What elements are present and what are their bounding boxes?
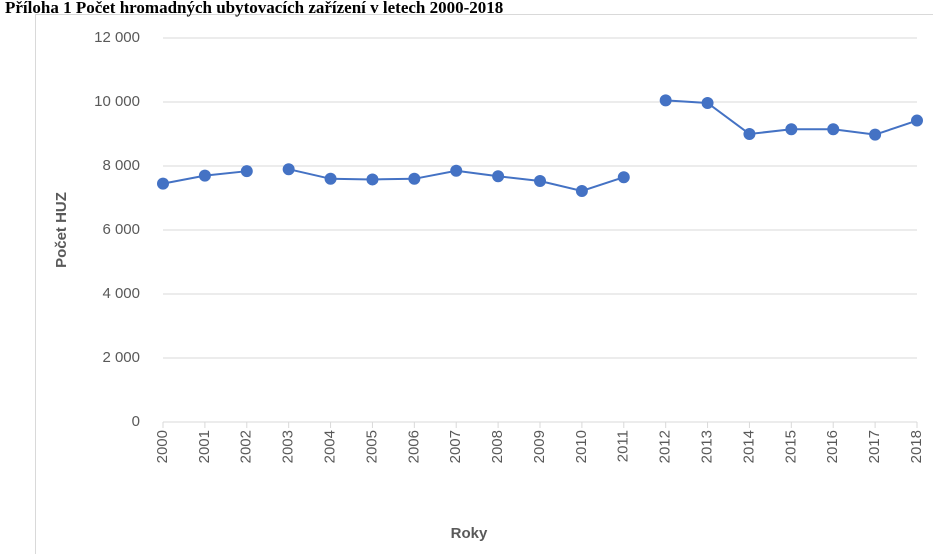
data-point [282,163,295,176]
y-tick-label: 2 000 [102,349,140,366]
x-axis-title: Roky [451,525,488,542]
x-tick-label: 2008 [489,430,506,463]
x-tick-label: 2004 [322,430,339,463]
x-tick-label: 2003 [280,430,297,463]
x-tick-label: 2018 [908,430,925,463]
data-point [324,172,337,185]
data-point [534,175,546,188]
data-point [240,165,253,178]
x-tick-label: 2001 [196,430,213,463]
y-tick-label: 0 [132,413,140,430]
y-tick-label: 8 000 [102,157,140,174]
chart-title: Příloha 1 Počet hromadných ubytovacích z… [5,0,503,17]
x-tick-label: 2012 [657,430,674,463]
x-tick-label: 2017 [866,430,883,463]
data-point [785,123,798,136]
x-tick-label: 2007 [447,430,464,463]
x-tick-label: 2006 [405,430,422,463]
x-tick-label: 2010 [573,430,590,463]
data-point [157,177,169,190]
y-tick-label: 4 000 [102,285,140,302]
data-point [869,128,882,141]
x-tick-label: 2013 [699,430,716,463]
data-point [408,172,421,185]
x-tick-label: 2015 [782,430,799,463]
x-tick-label: 2009 [531,430,548,463]
y-tick-label: 10 000 [94,93,140,110]
data-point [701,96,714,109]
data-point [198,169,211,182]
x-tick-label: 2005 [363,430,380,463]
data-point [450,164,463,177]
x-tick-label: 2011 [615,430,632,462]
data-point [911,114,923,127]
x-tick-label: 2016 [824,430,841,463]
x-tick-label: 2000 [154,430,171,463]
x-tick-label: 2002 [238,430,255,463]
x-tick-label: 2014 [740,430,757,463]
data-point [575,184,588,197]
data-point [492,170,505,183]
data-point [366,173,379,186]
data-point [659,94,672,107]
chart-border [35,14,933,554]
y-tick-label: 6 000 [102,221,140,238]
data-point [827,123,840,136]
data-point [743,128,756,140]
data-point [617,171,630,184]
y-tick-label: 12 000 [94,29,140,46]
y-axis-title: Počet HUZ [53,192,70,268]
